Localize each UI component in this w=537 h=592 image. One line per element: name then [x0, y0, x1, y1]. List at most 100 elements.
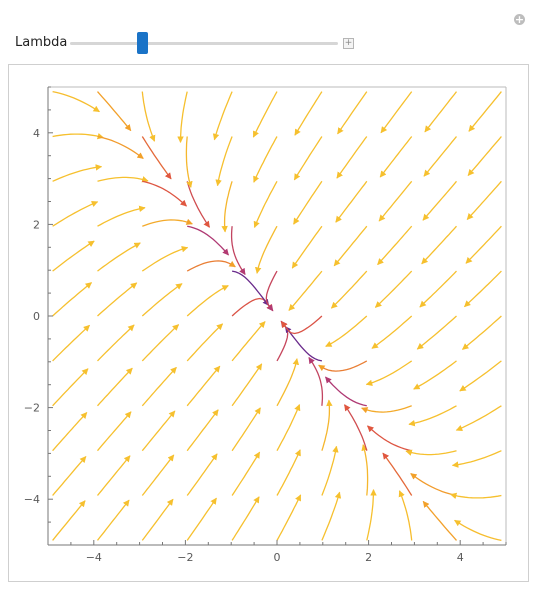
streamline [421, 225, 457, 265]
streamline [185, 136, 193, 188]
streamline [461, 315, 502, 350]
streamline [141, 136, 172, 180]
x-tick-label: 0 [274, 551, 281, 564]
streamline [141, 245, 189, 272]
streamline [276, 449, 301, 496]
streamline [52, 282, 93, 317]
streamline [419, 270, 457, 308]
streamline [378, 180, 413, 222]
streamline [422, 500, 457, 541]
streamline [212, 91, 233, 141]
streamline [142, 218, 193, 227]
streamline [276, 403, 301, 452]
streamline [97, 282, 138, 317]
streamline [52, 324, 90, 362]
y-tick-label: 4 [33, 127, 40, 140]
streamline [97, 205, 146, 227]
streamline [52, 500, 86, 541]
streamline [410, 472, 457, 497]
streamline [186, 497, 217, 541]
streamline [335, 180, 368, 223]
streamline [293, 136, 323, 181]
lambda-slider-track[interactable] [70, 42, 338, 45]
streamline [186, 365, 221, 407]
streamline [467, 136, 502, 176]
streamline [371, 315, 413, 349]
x-tick-label: 4 [457, 551, 464, 564]
streamline [52, 132, 105, 140]
streamline [405, 449, 457, 456]
streamline [142, 180, 187, 207]
streamline [367, 425, 412, 452]
streamline [52, 90, 100, 113]
streamline [365, 360, 413, 387]
streamline [186, 409, 219, 452]
streamline [276, 358, 300, 407]
streamline [379, 136, 413, 178]
streamline [325, 376, 367, 407]
streamline [337, 91, 368, 135]
streamline [423, 136, 458, 177]
streamline [252, 91, 278, 138]
streamline [276, 494, 302, 541]
streamline [230, 226, 246, 276]
lambda-slider-thumb[interactable] [136, 32, 148, 54]
streamline [186, 285, 229, 317]
streamline [459, 360, 502, 392]
add-cell-icon[interactable]: + [514, 13, 525, 26]
y-tick-label: −2 [24, 402, 40, 415]
streamline [308, 356, 324, 406]
streamline [330, 270, 368, 309]
streamline [97, 242, 141, 272]
streamline [333, 225, 368, 267]
streamline [451, 450, 502, 468]
streamline [231, 321, 266, 362]
streamline [413, 360, 457, 390]
y-tick-label: −4 [24, 493, 40, 506]
streamline [318, 360, 368, 372]
streamline [422, 180, 458, 221]
x-tick-label: 2 [365, 551, 372, 564]
streamline [97, 324, 135, 362]
streamline [96, 455, 131, 496]
streamline [416, 315, 457, 350]
x-tick-label: −4 [86, 551, 102, 564]
lambda-label: Lambda [15, 35, 68, 50]
streamline [97, 367, 133, 407]
streamline [141, 454, 175, 496]
streamline [187, 225, 229, 256]
streamline [186, 181, 211, 228]
streamline [141, 498, 174, 541]
streamline [186, 323, 224, 362]
streamline [52, 201, 99, 227]
streamline [141, 410, 176, 452]
streamline [96, 411, 132, 452]
streamline [254, 225, 278, 274]
streamline [466, 180, 502, 220]
streamline [284, 326, 323, 362]
streamline [221, 181, 233, 233]
streamline [321, 445, 339, 496]
streamline [52, 240, 95, 272]
streamline [449, 492, 502, 500]
streamline [141, 366, 177, 407]
streamline [366, 489, 377, 541]
streamline [361, 405, 412, 414]
streamline [177, 91, 188, 143]
streamline [186, 453, 218, 496]
plot-frame [8, 64, 529, 582]
x-tick-label: −2 [177, 551, 193, 564]
streamline [408, 405, 457, 427]
streamline [52, 368, 89, 407]
expand-controls-button[interactable]: + [343, 38, 354, 49]
streamline [291, 225, 323, 269]
streamline [343, 404, 368, 451]
streamline [52, 456, 87, 496]
streamline [382, 452, 413, 496]
streamline [464, 270, 502, 308]
streamline [288, 270, 323, 311]
streamline [97, 91, 132, 132]
streamline [231, 451, 261, 496]
streamline [336, 136, 368, 179]
